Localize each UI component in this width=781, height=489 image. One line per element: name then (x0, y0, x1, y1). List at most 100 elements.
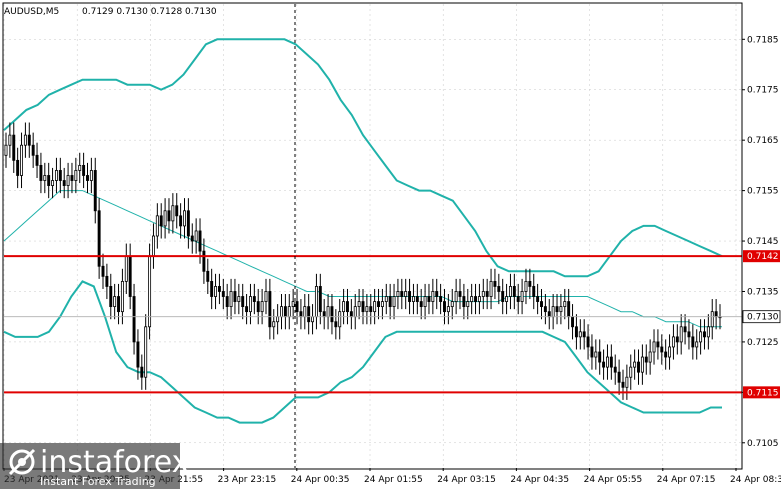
candle (295, 288, 299, 325)
candle (35, 142, 39, 178)
candle (39, 152, 43, 194)
candle (489, 268, 493, 310)
candle (318, 273, 322, 325)
candle (89, 157, 93, 194)
candle (594, 339, 598, 370)
ohlc-readout: 0.7129 0.7130 0.7128 0.7130 (82, 7, 217, 17)
instaforex-logo-icon (8, 448, 36, 476)
candle (183, 198, 186, 239)
price-tick-label: 0.7105 (747, 439, 779, 449)
candle (268, 278, 272, 340)
candle (54, 157, 58, 194)
candle (132, 283, 136, 355)
candle (74, 157, 78, 194)
candle (668, 334, 672, 370)
candle (342, 288, 346, 325)
level-badge (743, 250, 780, 263)
candle (501, 278, 505, 315)
candle (691, 324, 695, 360)
candle (687, 319, 691, 350)
candle (590, 334, 594, 370)
candle (443, 288, 446, 325)
candle (695, 329, 699, 360)
level-label: 0.7115 (747, 388, 779, 398)
level-label: 0.7142 (747, 252, 779, 262)
candle (202, 238, 206, 284)
price-tick-label: 0.7175 (747, 86, 779, 96)
time-tick-label: 24 Apr 04:35 (510, 475, 569, 485)
price-tick-label: 0.7155 (747, 187, 779, 197)
time-tick-label: 24 Apr 05:55 (584, 475, 643, 485)
candle (396, 278, 400, 310)
candle (543, 294, 547, 325)
candle (241, 283, 245, 320)
candle (210, 268, 214, 310)
candle (574, 314, 578, 350)
candle (256, 288, 260, 325)
candle (51, 167, 55, 199)
candle (431, 278, 435, 315)
candle (252, 283, 256, 315)
time-tick-label: 24 Apr 01:55 (364, 475, 423, 485)
candle (330, 294, 334, 335)
candle (404, 278, 408, 310)
candle (82, 152, 86, 189)
candle (221, 278, 225, 310)
candle (524, 268, 528, 305)
candle (377, 288, 380, 320)
candle (582, 319, 586, 350)
candle (388, 283, 392, 320)
time-tick-label: 24 Apr 08:35 (730, 475, 781, 485)
price-tick-label: 0.7185 (747, 35, 779, 45)
candle (516, 283, 520, 315)
candle (70, 162, 74, 194)
candle (439, 283, 443, 315)
candle (462, 283, 466, 320)
candle (194, 218, 198, 254)
candle (621, 369, 625, 400)
candle (27, 122, 31, 158)
time-tick-label: 24 Apr 00:35 (291, 475, 350, 485)
candle (637, 349, 640, 385)
candle (43, 162, 47, 194)
candle (512, 273, 516, 310)
candle (12, 122, 16, 173)
candle (710, 299, 714, 340)
candle (260, 288, 264, 325)
candle (683, 314, 687, 345)
candle (338, 299, 342, 340)
logo-tagline: Instant Forex Trading (40, 475, 156, 488)
candle (369, 294, 373, 325)
candle (237, 283, 241, 315)
candle (86, 162, 89, 194)
candle (159, 203, 163, 239)
candle (217, 273, 221, 305)
candle (361, 288, 365, 325)
candle (598, 339, 602, 375)
plot-frame (2, 2, 743, 470)
bollinger-lower-line (3, 280, 722, 424)
candle (380, 288, 384, 320)
candle (536, 283, 540, 315)
price-tick-label: 0.7125 (747, 338, 779, 348)
candle (346, 288, 349, 325)
candle (148, 243, 152, 340)
candle (93, 157, 97, 224)
candle (559, 294, 563, 325)
candle (586, 324, 590, 360)
candle (706, 314, 710, 350)
candle (458, 278, 462, 310)
candle (144, 314, 148, 390)
candle (167, 198, 171, 234)
candle (415, 283, 419, 315)
candle (644, 344, 648, 375)
candle (357, 288, 361, 320)
candle (206, 258, 210, 294)
candle (474, 283, 477, 315)
candle (671, 324, 675, 360)
candle (78, 152, 82, 184)
candle (113, 283, 117, 320)
candle (466, 288, 470, 320)
